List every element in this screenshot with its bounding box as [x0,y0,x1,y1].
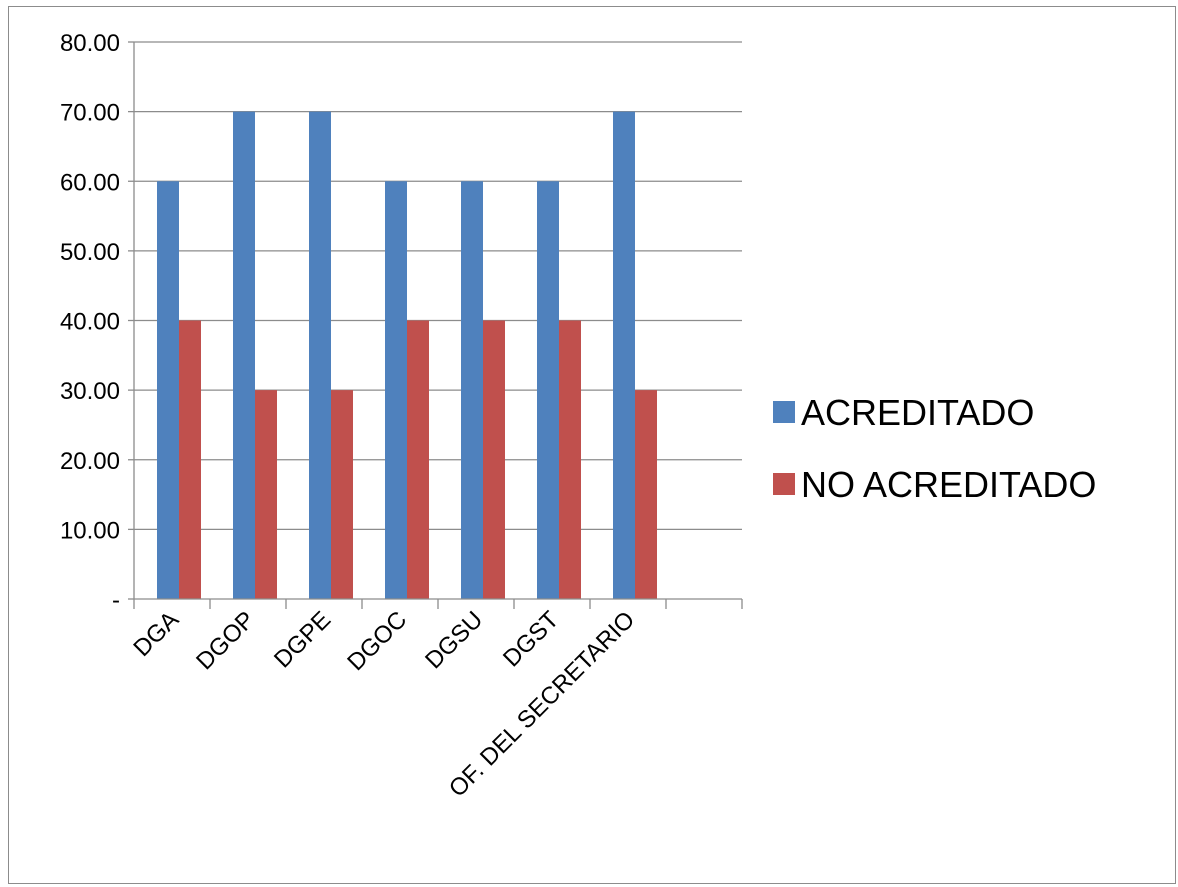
bar-acreditado [613,111,635,599]
bar-acreditado [157,181,179,599]
y-tick-label: 10.00 [60,517,120,544]
legend-label: ACREDITADO [801,392,1034,433]
y-tick-label: 70.00 [60,100,120,127]
x-tick-label: DGOP [191,606,260,675]
bar-no-acreditado [407,320,429,599]
bar-no-acreditado [559,320,581,599]
legend-swatch [773,473,795,495]
bar-no-acreditado [255,390,277,599]
y-tick-label: - [112,587,120,614]
y-tick-labels: - 10.00 20.00 30.00 40.00 50.00 60.00 70.00 80.0… [60,30,120,614]
bars [157,111,657,599]
bar-acreditado [385,181,407,599]
bar-acreditado [461,181,483,599]
y-tick-label: 60.00 [60,169,120,196]
x-tick-label: DGA [128,606,184,662]
chart-frame: - 10.00 20.00 30.00 40.00 50.00 60.00 70.00 80.0… [8,6,1176,884]
y-tick-label: 20.00 [60,448,120,475]
bar-chart: - 10.00 20.00 30.00 40.00 50.00 60.00 70.00 80.0… [60,30,1096,803]
axes [128,41,743,609]
bar-acreditado [233,111,255,599]
y-tick-label: 30.00 [60,378,120,405]
bar-acreditado [309,111,331,599]
x-tick-label: DGST [498,606,564,672]
legend-label: NO ACREDITADO [801,464,1096,505]
bar-no-acreditado [483,320,505,599]
x-tick-label: DGOC [342,606,412,676]
legend-swatch [773,401,795,423]
bar-no-acreditado [179,320,201,599]
legend: ACREDITADO NO ACREDITADO [773,392,1096,505]
x-tick-label: DGSU [420,606,488,674]
bar-no-acreditado [635,390,657,599]
y-tick-label: 40.00 [60,309,120,336]
x-tick-label: DGPE [269,606,336,673]
bar-acreditado [537,181,559,599]
y-tick-label: 80.00 [60,30,120,57]
y-tick-label: 50.00 [60,239,120,266]
bar-no-acreditado [331,390,353,599]
